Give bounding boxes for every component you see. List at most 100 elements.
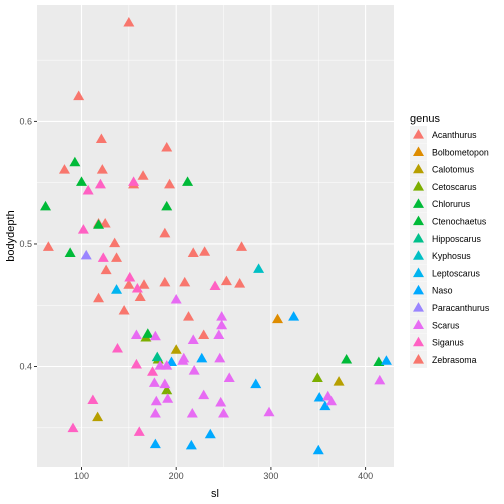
data-point bbox=[42, 241, 54, 251]
data-point bbox=[134, 291, 146, 302]
data-point bbox=[100, 264, 112, 275]
x-tick-label: 300 bbox=[263, 471, 278, 481]
legend-title: genus bbox=[410, 113, 440, 125]
y-axis: 0.4 0.5 0.6 bbox=[19, 116, 37, 372]
legend-label: Scarus bbox=[432, 320, 460, 330]
data-point bbox=[170, 293, 182, 304]
legend-label: Bolbometopon bbox=[432, 147, 489, 157]
data-point bbox=[214, 352, 226, 363]
data-point bbox=[326, 395, 338, 406]
data-point bbox=[185, 439, 197, 450]
data-point bbox=[161, 142, 173, 152]
data-point bbox=[159, 378, 171, 389]
data-point bbox=[118, 305, 130, 315]
data-point bbox=[188, 365, 200, 375]
data-point bbox=[73, 90, 85, 101]
legend-label: Zebrasoma bbox=[432, 355, 477, 365]
data-point bbox=[288, 311, 300, 321]
data-point bbox=[216, 319, 228, 330]
legend: genus Acanthurus Bolbometopon Calotomus Cet… bbox=[410, 113, 490, 368]
legend-label: Calotomus bbox=[432, 165, 475, 175]
data-point bbox=[149, 330, 161, 341]
data-point bbox=[109, 237, 121, 248]
data-point bbox=[312, 444, 324, 455]
x-tick-label: 400 bbox=[358, 471, 373, 481]
legend-label: Chlorurus bbox=[432, 199, 471, 209]
data-point bbox=[82, 184, 94, 195]
data-point bbox=[374, 374, 386, 385]
data-points bbox=[40, 17, 392, 455]
y-tick-label: 0.5 bbox=[19, 239, 32, 249]
data-point bbox=[161, 360, 173, 370]
data-point bbox=[311, 372, 323, 382]
data-point bbox=[161, 200, 173, 211]
data-point bbox=[96, 164, 108, 174]
data-point bbox=[123, 17, 135, 27]
x-axis-title: sl bbox=[211, 488, 219, 500]
data-point bbox=[58, 164, 70, 174]
data-point bbox=[92, 411, 104, 422]
legend-key-symbol bbox=[413, 215, 424, 226]
data-point bbox=[178, 352, 190, 363]
major-gridlines bbox=[37, 5, 394, 467]
legend-key-symbol bbox=[413, 250, 424, 260]
data-point bbox=[198, 329, 210, 340]
data-point bbox=[162, 393, 174, 403]
legend-label: Ctenochaetus bbox=[432, 217, 487, 227]
legend-label: Cetoscarus bbox=[432, 182, 477, 192]
data-point bbox=[187, 247, 199, 257]
legend-label: Leptoscarus bbox=[432, 268, 481, 278]
data-point bbox=[77, 224, 89, 234]
data-point bbox=[40, 200, 52, 211]
data-point bbox=[196, 352, 208, 363]
data-point bbox=[137, 170, 149, 180]
data-point bbox=[204, 428, 216, 439]
data-point bbox=[182, 176, 194, 186]
data-point bbox=[253, 263, 265, 273]
data-point bbox=[131, 282, 143, 293]
data-point bbox=[215, 396, 227, 407]
plot-panel bbox=[37, 5, 394, 467]
data-point bbox=[142, 328, 154, 338]
data-point bbox=[223, 372, 235, 382]
data-point bbox=[111, 252, 123, 262]
y-tick-label: 0.4 bbox=[19, 362, 32, 372]
legend-label: Acanthurus bbox=[432, 130, 477, 140]
data-point bbox=[95, 133, 107, 143]
data-point bbox=[149, 438, 161, 449]
legend-key-symbol bbox=[413, 267, 424, 278]
data-point bbox=[198, 389, 210, 400]
data-point bbox=[186, 407, 198, 418]
y-axis-title: bodydepth bbox=[5, 210, 17, 261]
legend-key-symbol bbox=[413, 284, 424, 295]
legend-key-symbol bbox=[413, 129, 424, 139]
data-point bbox=[138, 279, 150, 289]
y-tick-label: 0.6 bbox=[19, 116, 32, 126]
legend-label: Naso bbox=[432, 286, 453, 296]
data-point bbox=[209, 280, 221, 291]
x-tick-label: 200 bbox=[169, 471, 184, 481]
data-point bbox=[380, 355, 392, 365]
data-point bbox=[170, 344, 182, 354]
legend-label: Hipposcarus bbox=[432, 234, 481, 244]
legend-key-symbol bbox=[413, 181, 424, 191]
data-point bbox=[99, 218, 111, 228]
data-point bbox=[80, 249, 92, 260]
data-point bbox=[159, 227, 171, 238]
data-point bbox=[319, 400, 331, 411]
legend-key-symbol bbox=[413, 336, 424, 347]
legend-key-symbol bbox=[413, 163, 424, 174]
data-point bbox=[147, 366, 159, 376]
data-point bbox=[94, 178, 106, 189]
data-point bbox=[161, 384, 173, 395]
data-point bbox=[123, 279, 135, 289]
data-point bbox=[111, 284, 123, 294]
data-point bbox=[67, 422, 79, 433]
data-point bbox=[272, 313, 284, 324]
data-point bbox=[263, 406, 275, 417]
data-point bbox=[218, 407, 230, 418]
data-point bbox=[164, 178, 176, 189]
data-point bbox=[97, 252, 109, 262]
data-point bbox=[93, 219, 105, 229]
